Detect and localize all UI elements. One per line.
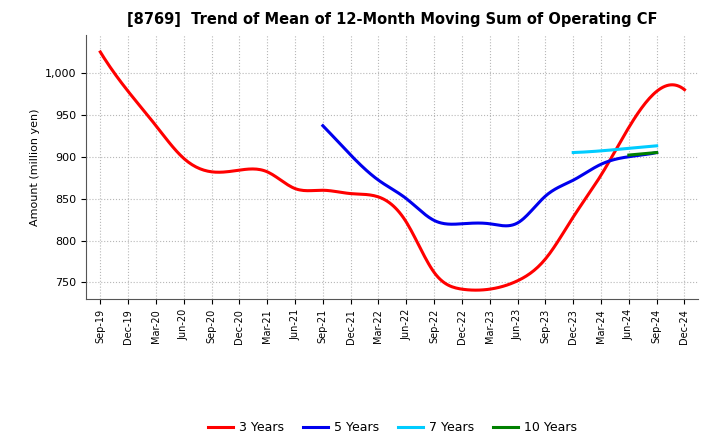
Legend: 3 Years, 5 Years, 7 Years, 10 Years: 3 Years, 5 Years, 7 Years, 10 Years [202, 416, 582, 439]
Y-axis label: Amount (million yen): Amount (million yen) [30, 108, 40, 226]
Title: [8769]  Trend of Mean of 12-Month Moving Sum of Operating CF: [8769] Trend of Mean of 12-Month Moving … [127, 12, 657, 27]
